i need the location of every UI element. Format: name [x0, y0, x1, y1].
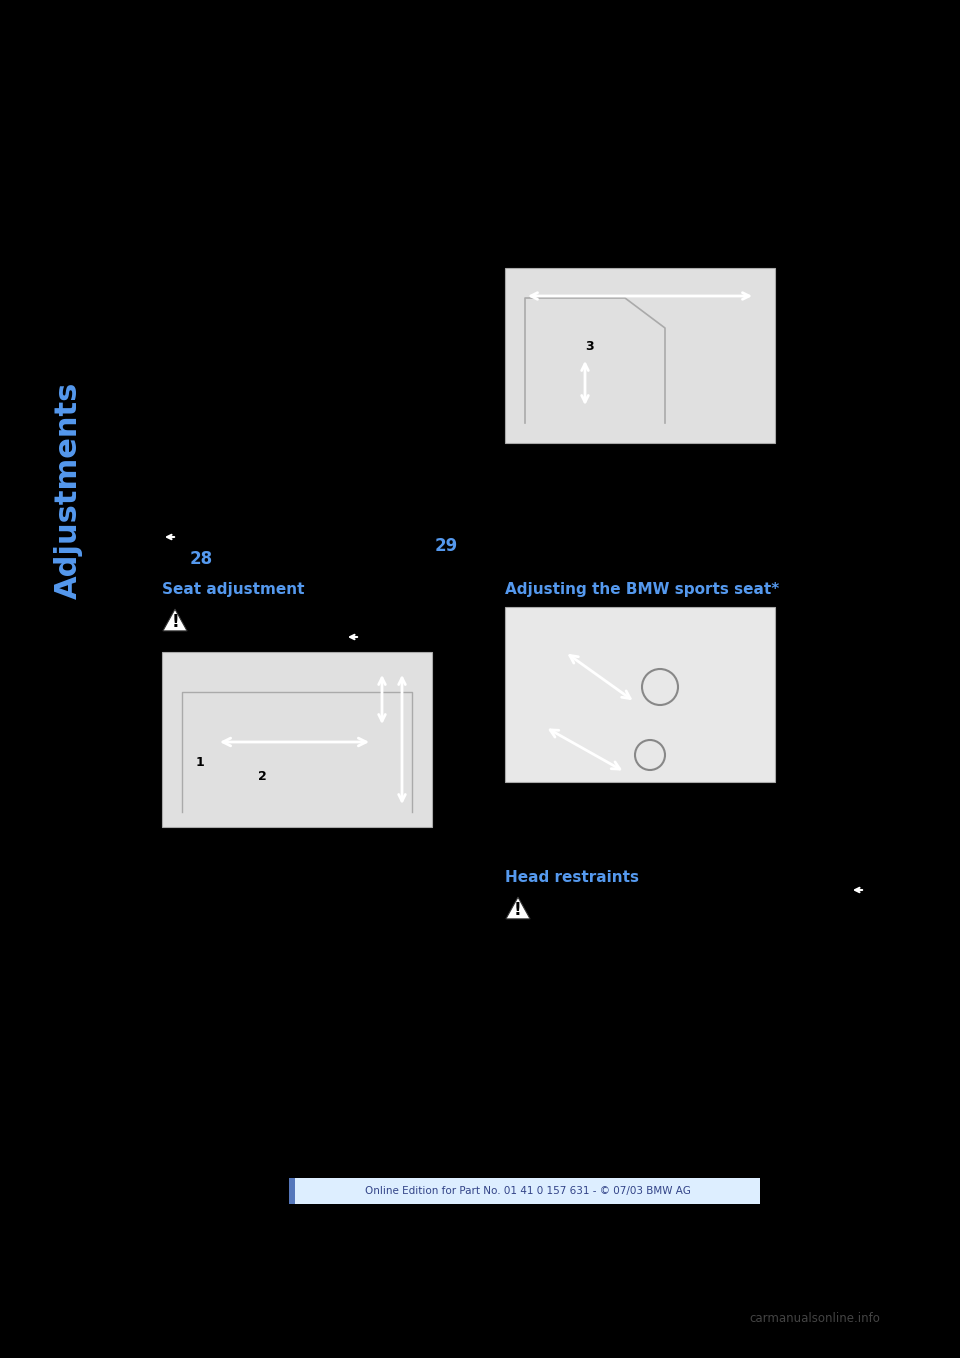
Text: Seat adjustment: Seat adjustment [162, 583, 304, 598]
Text: Adjusting the BMW sports seat*: Adjusting the BMW sports seat* [505, 583, 780, 598]
FancyBboxPatch shape [162, 652, 432, 827]
FancyBboxPatch shape [295, 1177, 760, 1205]
Text: 2: 2 [257, 770, 266, 784]
Text: 29: 29 [435, 536, 458, 555]
FancyBboxPatch shape [505, 607, 775, 782]
Polygon shape [506, 898, 530, 919]
Text: carmanualsonline.info: carmanualsonline.info [749, 1312, 880, 1325]
FancyBboxPatch shape [289, 1177, 295, 1205]
Text: !: ! [171, 612, 179, 631]
Text: Adjustments: Adjustments [54, 382, 83, 599]
Text: 3: 3 [586, 340, 594, 353]
Polygon shape [163, 610, 187, 631]
Text: 1: 1 [196, 755, 204, 769]
Text: !: ! [515, 900, 522, 919]
Text: Head restraints: Head restraints [505, 870, 639, 885]
Text: Online Edition for Part No. 01 41 0 157 631 - © 07/03 BMW AG: Online Edition for Part No. 01 41 0 157 … [365, 1186, 690, 1196]
FancyBboxPatch shape [505, 268, 775, 443]
Text: 28: 28 [190, 550, 213, 568]
